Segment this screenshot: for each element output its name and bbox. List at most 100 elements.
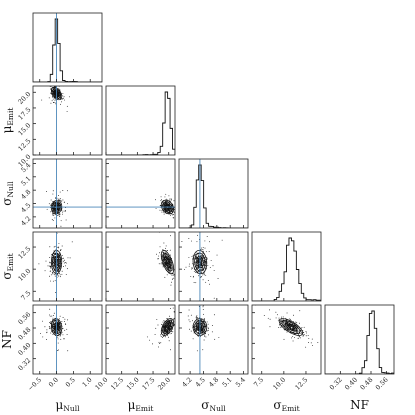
sample-point	[173, 317, 175, 319]
sample-point	[188, 309, 190, 311]
sample-point	[46, 339, 47, 341]
sample-point	[191, 256, 193, 257]
y-tick-label: 15.0	[17, 121, 33, 137]
sample-point	[161, 262, 163, 264]
sample-point	[50, 211, 52, 213]
sample-point	[289, 318, 291, 320]
sample-point	[201, 276, 203, 278]
sample-point	[63, 266, 64, 267]
sample-point	[163, 334, 165, 336]
sample-point	[207, 330, 209, 331]
panel-mu_emit-sig_null	[105, 158, 178, 229]
sample-point	[52, 333, 54, 335]
sample-point	[294, 329, 296, 331]
sample-point	[57, 336, 59, 338]
panel-frame	[178, 231, 249, 302]
sample-point	[207, 265, 209, 266]
sample-point	[183, 308, 184, 309]
sample-point	[195, 272, 197, 273]
x-tick-label: 0.56	[374, 376, 390, 392]
sample-point	[66, 268, 68, 270]
sample-point	[198, 327, 200, 329]
sample-point	[69, 257, 71, 259]
sample-point	[53, 246, 55, 248]
sample-point	[305, 335, 307, 337]
sample-point	[197, 271, 199, 273]
sample-point	[50, 332, 52, 334]
sample-point	[165, 198, 167, 200]
sample-point	[49, 322, 51, 324]
sample-point	[294, 330, 296, 332]
sample-point	[60, 198, 61, 200]
sample-point	[52, 213, 54, 215]
sample-point	[162, 321, 164, 323]
sample-point	[173, 214, 175, 216]
sample-point	[171, 274, 173, 276]
sample-point	[202, 306, 204, 308]
sample-point	[188, 319, 190, 321]
sample-point	[66, 111, 68, 112]
sample-point	[60, 229, 61, 230]
sample-point	[170, 271, 172, 273]
sample-point	[58, 199, 60, 201]
sample-point	[188, 265, 190, 267]
sample-point	[197, 268, 199, 269]
contour-level-2	[196, 255, 204, 269]
sample-point	[51, 315, 53, 317]
sample-point	[281, 319, 283, 321]
sample-point	[163, 320, 165, 322]
sample-point	[187, 315, 189, 317]
sample-point	[177, 219, 178, 220]
sample-point	[204, 335, 206, 337]
sample-point	[213, 297, 215, 299]
sample-point	[40, 333, 42, 334]
contour-level-3	[281, 320, 301, 334]
panel-sig_null-sig_null	[178, 158, 249, 229]
sample-point	[203, 264, 205, 266]
sample-point	[172, 331, 174, 333]
sample-point	[59, 249, 61, 251]
sample-point	[59, 216, 61, 217]
sample-point	[216, 254, 218, 256]
sample-point	[170, 319, 172, 321]
sample-point	[160, 196, 162, 198]
sample-point	[49, 327, 50, 329]
panel-frame	[32, 231, 103, 302]
sample-point	[45, 80, 46, 81]
sample-point	[50, 274, 52, 276]
sample-point	[164, 276, 166, 278]
sample-point	[55, 198, 57, 200]
contour-level-1	[165, 258, 170, 266]
sample-point	[180, 329, 181, 330]
sample-point	[168, 266, 170, 267]
sample-point	[195, 257, 197, 259]
sample-point	[164, 196, 166, 198]
sample-point	[157, 324, 159, 326]
sample-point	[54, 101, 56, 103]
x-tick-label: 4.8	[207, 376, 220, 389]
sample-point	[286, 324, 287, 326]
sample-point	[169, 321, 171, 323]
sample-point	[198, 260, 200, 262]
sample-point	[163, 242, 165, 244]
panel-frame	[251, 231, 322, 302]
sample-point	[158, 342, 160, 344]
sample-point	[161, 336, 163, 338]
x-tick-label: 5.4	[234, 376, 247, 389]
sample-point	[58, 247, 60, 249]
sample-point	[66, 328, 68, 330]
sample-point	[54, 99, 56, 101]
sample-point	[155, 327, 157, 329]
sample-point	[278, 327, 279, 328]
sample-point	[161, 264, 163, 266]
x-tick-label: 0.40	[343, 376, 359, 392]
sample-point	[158, 258, 160, 260]
sample-point	[283, 320, 285, 322]
sample-point	[188, 256, 190, 258]
panel-sig_emit-sig_emit	[251, 231, 322, 302]
sample-point	[55, 214, 57, 216]
sample-point	[200, 326, 202, 328]
sample-point	[62, 93, 64, 94]
sample-point	[302, 331, 304, 333]
